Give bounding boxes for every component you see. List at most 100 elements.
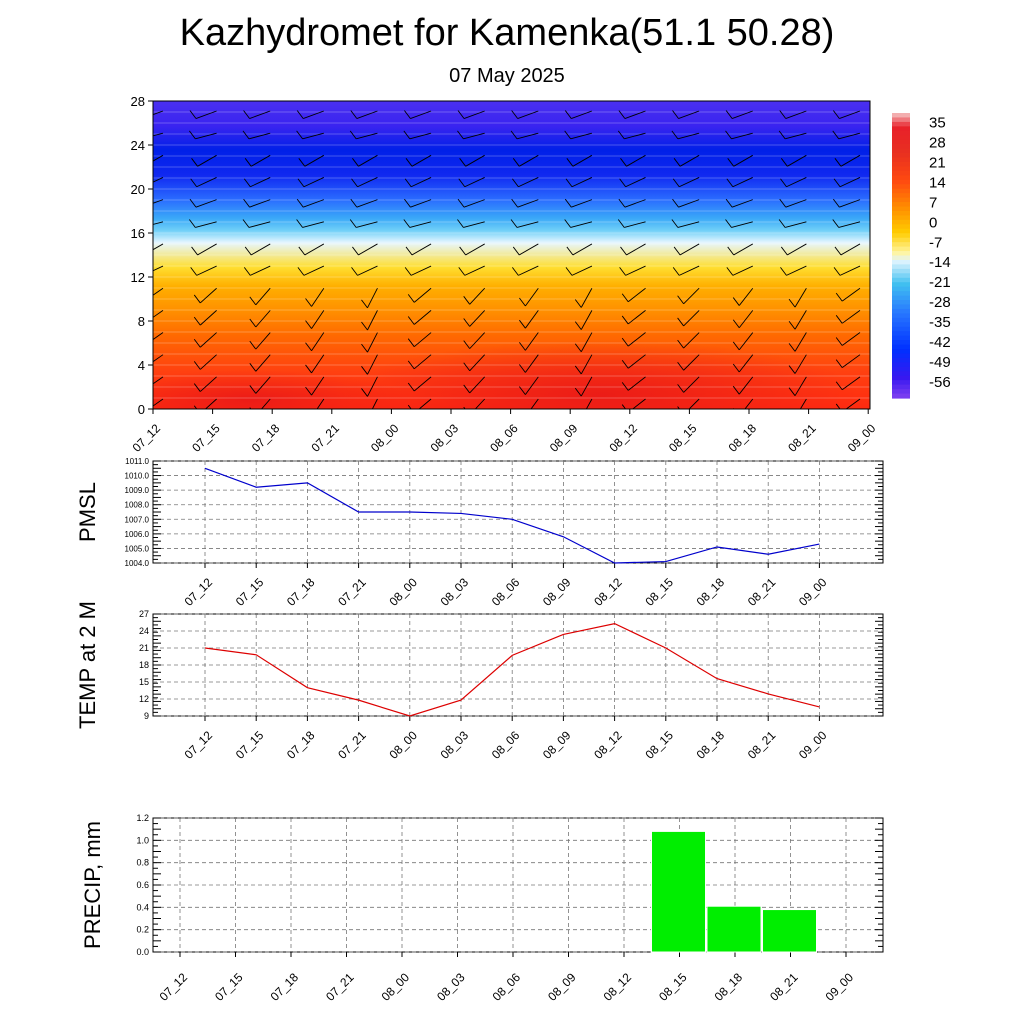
wind-barb-flag	[619, 178, 626, 188]
wind-barb-flag	[191, 246, 198, 256]
wind-barb-flag	[242, 219, 250, 228]
wind-barb-flag	[832, 219, 840, 228]
wind-barb	[572, 243, 593, 256]
wind-barb	[785, 132, 807, 140]
wind-barb-flag	[780, 267, 787, 276]
wind-barb	[248, 221, 271, 228]
x-tick-label: 08_09	[540, 575, 574, 609]
x-tick-label: 08_03	[438, 575, 472, 609]
wind-barb-flag	[189, 198, 197, 208]
wind-barb-flag	[243, 198, 250, 208]
colorbar-band	[892, 193, 910, 199]
y-tick-label: 27	[139, 609, 149, 619]
wind-barb	[255, 332, 271, 350]
x-tick-label: 08_03	[434, 970, 468, 1004]
wind-barb	[418, 398, 432, 409]
wind-barb	[841, 287, 861, 302]
colorbar-band	[892, 335, 910, 341]
colorbar-band	[892, 286, 910, 292]
colorbar-band	[892, 148, 910, 154]
wind-barb	[463, 221, 485, 228]
wind-barb-flag	[405, 246, 413, 256]
wind-barb-flag	[835, 337, 843, 346]
wind-barb-flag	[621, 337, 629, 347]
wind-barb-flag	[677, 317, 684, 327]
wind-barb-flag	[788, 387, 796, 396]
wind-barb	[357, 265, 378, 276]
colorbar-band	[892, 197, 910, 203]
wind-barb	[413, 310, 432, 325]
colorbar-band	[892, 317, 910, 323]
wind-barb-flag	[305, 342, 312, 352]
colorbar-band	[892, 202, 910, 208]
colorbar-band	[892, 166, 910, 172]
x-tick-label: 07_18	[284, 575, 318, 609]
wind-barb	[196, 265, 217, 276]
colorbar-band	[892, 331, 910, 337]
wind-barb-flag	[361, 343, 368, 353]
wind-barb	[731, 132, 753, 140]
colorbar-band	[892, 126, 910, 132]
wind-barb-flag	[404, 110, 411, 119]
wind-barb	[153, 398, 164, 407]
wind-barb-flag	[621, 382, 629, 391]
wind-barb	[580, 310, 593, 330]
wind-barb-flag	[732, 319, 740, 328]
wind-barb-flag	[351, 267, 358, 276]
colorbar-band	[892, 375, 910, 381]
x-tick-label: 08_09	[540, 728, 574, 762]
colorbar-band	[892, 357, 910, 363]
wind-barb-flag	[305, 298, 312, 307]
wind-barb	[367, 310, 378, 331]
x-tick-label: 07_12	[182, 728, 216, 762]
wind-barb-flag	[673, 246, 681, 256]
wind-barb	[302, 132, 324, 140]
wind-barb-flag	[788, 298, 796, 308]
wind-barb-flag	[620, 158, 627, 167]
colorbar-band	[892, 326, 910, 332]
wind-barb-flag	[296, 110, 304, 119]
wind-barb-flag	[834, 246, 842, 256]
x-tick-label: 08_21	[785, 421, 819, 455]
colorbar-band	[892, 233, 910, 239]
y-tick-label: 0.8	[136, 858, 149, 868]
wind-barb	[530, 398, 539, 409]
wind-barb	[688, 398, 700, 409]
wind-barb-flag	[832, 110, 840, 119]
wind-barb	[410, 110, 432, 119]
wind-barb-flag	[463, 318, 471, 327]
colorbar-band	[892, 273, 910, 279]
colorbar-label: 28	[929, 135, 946, 152]
wind-barb	[367, 288, 378, 309]
wind-barb-flag	[361, 299, 368, 309]
wind-barb-flag	[361, 366, 368, 375]
wind-barb	[794, 310, 807, 330]
wind-barb	[248, 132, 271, 140]
wind-barb-flag	[193, 338, 201, 348]
wind-barb-flag	[297, 267, 305, 276]
wind-barb-flag	[564, 198, 572, 208]
wind-barb	[627, 310, 646, 325]
wind-barb	[518, 177, 539, 188]
wind-barb	[794, 354, 807, 374]
colorbar-label: 7	[929, 194, 937, 211]
wind-barb	[195, 132, 217, 140]
wind-barb-flag	[457, 198, 465, 208]
colorbar-band	[892, 340, 910, 346]
wind-barb-flag	[510, 219, 518, 228]
x-tick-label: 08_03	[428, 421, 462, 455]
wind-barb	[303, 199, 325, 208]
wind-barb-flag	[139, 381, 145, 389]
wind-barb	[799, 398, 807, 409]
x-tick-label: 08_15	[642, 575, 676, 609]
wind-barb-flag	[788, 320, 796, 330]
wind-barb	[153, 110, 164, 116]
wind-barb-flag	[193, 316, 201, 326]
y-tick-label: 9	[144, 711, 149, 721]
colorbar-band	[892, 322, 910, 328]
wind-barb	[199, 376, 217, 392]
colorbar-band	[892, 246, 910, 252]
wind-barb-flag	[407, 338, 415, 347]
wind-barb-flag	[350, 110, 358, 119]
colorbar-band	[892, 139, 910, 145]
